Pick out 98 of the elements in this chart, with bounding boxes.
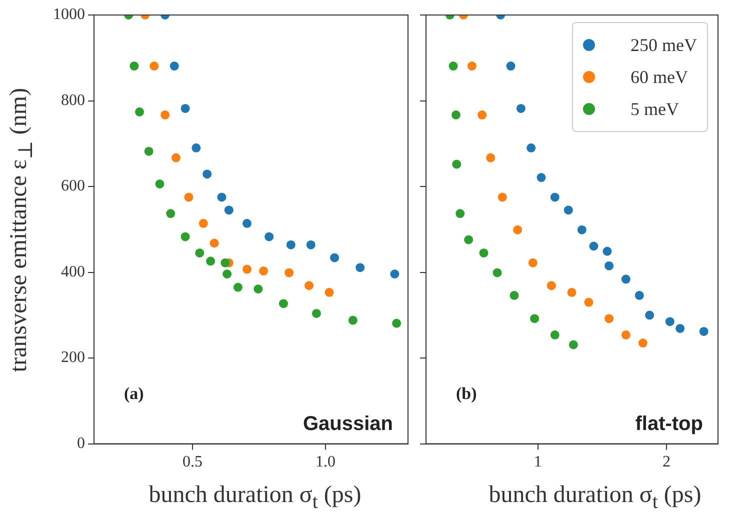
point	[452, 160, 462, 169]
point	[528, 258, 538, 268]
point	[456, 209, 465, 218]
point	[180, 232, 190, 242]
point	[513, 225, 522, 234]
point	[645, 310, 654, 320]
point	[638, 338, 648, 348]
point	[198, 218, 208, 228]
point	[546, 281, 556, 290]
point	[150, 62, 159, 71]
point	[699, 326, 708, 336]
annotation: Gaussian	[302, 412, 393, 435]
point	[564, 206, 573, 215]
point	[220, 258, 230, 268]
point	[210, 238, 219, 248]
point	[222, 269, 232, 278]
legend-label: 5 meV	[630, 98, 679, 120]
point	[602, 246, 612, 256]
point	[242, 264, 252, 274]
point	[330, 253, 340, 262]
legend-label: 60 meV	[630, 66, 688, 88]
point	[516, 104, 526, 113]
point	[224, 206, 234, 215]
point	[160, 110, 170, 120]
point	[464, 235, 474, 244]
point	[171, 153, 180, 162]
y-tick-label: 400	[61, 263, 85, 280]
point	[550, 330, 560, 340]
point	[577, 225, 586, 234]
point	[144, 146, 154, 156]
point	[392, 318, 402, 328]
y-tick-label: 200	[61, 349, 85, 366]
point	[259, 266, 268, 276]
point	[676, 324, 685, 333]
point	[567, 288, 576, 297]
point	[356, 263, 365, 272]
y-tick-label: 800	[61, 92, 85, 109]
point	[621, 274, 630, 284]
point	[202, 170, 212, 179]
point	[192, 143, 201, 152]
point	[634, 290, 644, 300]
point	[530, 314, 540, 324]
point	[506, 62, 516, 71]
point	[621, 330, 630, 340]
point	[286, 240, 296, 250]
point	[390, 269, 400, 278]
legend-label: 250 meV	[630, 34, 697, 56]
annotation: (a)	[124, 384, 144, 403]
point	[348, 316, 358, 325]
point	[306, 240, 316, 250]
point	[155, 179, 164, 188]
point	[584, 298, 594, 307]
point	[550, 192, 560, 202]
x-tick-label: 1	[534, 454, 542, 471]
annotation: (b)	[456, 384, 477, 403]
point	[233, 282, 242, 292]
point	[195, 248, 204, 258]
point	[304, 281, 314, 290]
point	[278, 299, 288, 308]
y-tick-label: 1000	[53, 6, 85, 24]
point	[264, 232, 274, 242]
point	[130, 62, 139, 71]
y-tick-label: 0	[77, 435, 85, 452]
point	[242, 218, 252, 228]
point	[589, 242, 598, 251]
point	[478, 110, 487, 120]
point	[217, 192, 226, 202]
point	[448, 62, 458, 71]
point	[324, 288, 334, 297]
point	[492, 268, 502, 278]
y-tick-label: 600	[61, 178, 85, 195]
point	[180, 104, 190, 113]
point	[498, 192, 507, 202]
x-axis-title: bunch duration σ$_{t}$ (ps)	[148, 482, 362, 514]
point	[254, 284, 263, 294]
point	[284, 268, 294, 278]
x-axis-title: bunch duration σ$_{t}$ (ps)	[488, 482, 702, 514]
point	[312, 308, 321, 318]
point	[166, 209, 176, 218]
x-tick-label: 1.0	[316, 454, 336, 471]
x-tick-label: 2	[662, 454, 671, 471]
point	[184, 192, 194, 202]
point	[451, 110, 460, 120]
point	[536, 173, 546, 182]
x-tick-label: 0.5	[182, 454, 202, 471]
point	[467, 62, 476, 71]
point	[526, 143, 536, 152]
point	[604, 314, 614, 324]
annotation: flat-top	[635, 412, 703, 435]
point	[665, 317, 674, 326]
point	[206, 256, 216, 266]
point	[170, 62, 179, 71]
point	[479, 248, 488, 258]
point	[486, 153, 496, 162]
point	[568, 340, 578, 350]
point	[135, 107, 144, 116]
point	[604, 261, 614, 270]
point	[510, 290, 519, 300]
